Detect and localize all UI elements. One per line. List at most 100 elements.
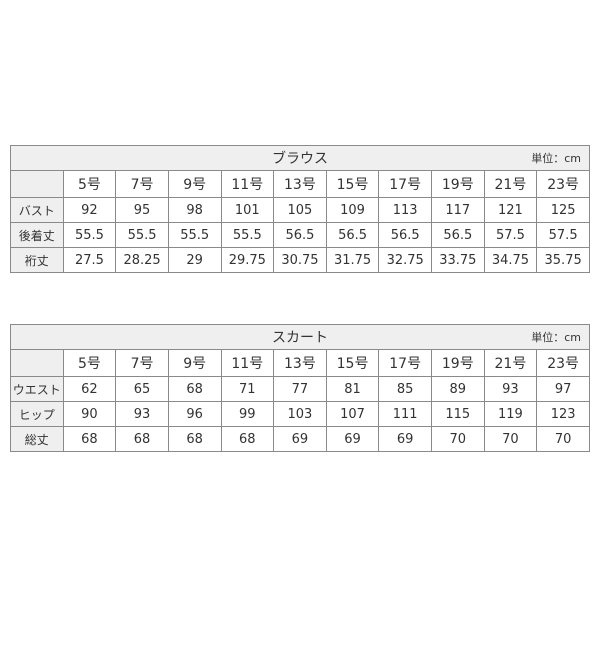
table-cell: 65 — [115, 376, 169, 402]
corner-cell — [10, 349, 64, 377]
size-header: 21号 — [483, 349, 538, 377]
table-title: ブラウス — [272, 151, 328, 167]
table-cell: 105 — [273, 197, 327, 223]
table-cell: 56.5 — [378, 222, 432, 248]
table-cell: 68 — [220, 426, 275, 452]
table-cell: 57.5 — [483, 222, 538, 248]
table-cell: 103 — [273, 401, 327, 427]
skirt-size-table: スカート 単位：cm 5号 7号 9号 11号 13号 15号 17号 19号 21号 23号 ウエスト… — [10, 324, 590, 452]
table-cell: 70 — [536, 426, 590, 452]
size-header: 23号 — [536, 349, 590, 377]
size-header: 15号 — [325, 349, 380, 377]
table-cell: 92 — [62, 197, 117, 223]
table-cell: 85 — [378, 376, 432, 402]
table-cell: 68 — [167, 376, 222, 402]
table-cell: 31.75 — [325, 247, 380, 273]
size-header: 17号 — [378, 349, 432, 377]
table-cell: 55.5 — [115, 222, 169, 248]
table-cell: 27.5 — [62, 247, 117, 273]
table-cell: 101 — [220, 197, 275, 223]
title-row: スカート 単位：cm — [10, 324, 590, 350]
size-header-row: 5号 7号 9号 11号 13号 15号 17号 19号 21号 23号 — [10, 170, 590, 198]
unit-label: 単位：cm — [531, 152, 581, 165]
table-title-cell: スカート 単位：cm — [10, 324, 590, 350]
table-cell: 29 — [167, 247, 222, 273]
size-header: 7号 — [115, 349, 169, 377]
row-label: ヒップ — [10, 401, 64, 427]
size-header: 13号 — [273, 170, 327, 198]
table-cell: 90 — [62, 401, 117, 427]
table-cell: 95 — [115, 197, 169, 223]
unit-label: 単位：cm — [531, 331, 581, 344]
table-cell: 55.5 — [220, 222, 275, 248]
row-label: バスト — [10, 197, 64, 223]
table-cell: 70 — [483, 426, 538, 452]
table-cell: 97 — [536, 376, 590, 402]
table-cell: 29.75 — [220, 247, 275, 273]
table-cell: 69 — [325, 426, 380, 452]
table-cell: 68 — [62, 426, 117, 452]
table-cell: 62 — [62, 376, 117, 402]
table-cell: 93 — [483, 376, 538, 402]
table-cell: 98 — [167, 197, 222, 223]
table-cell: 56.5 — [273, 222, 327, 248]
size-header: 5号 — [62, 349, 117, 377]
table-cell: 35.75 — [536, 247, 590, 273]
table-cell: 30.75 — [273, 247, 327, 273]
table-cell: 93 — [115, 401, 169, 427]
size-header: 7号 — [115, 170, 169, 198]
row-label: 後着丈 — [10, 222, 64, 248]
table-row: ウエスト 62 65 68 71 77 81 85 89 93 97 — [10, 376, 590, 402]
blouse-size-table: ブラウス 単位：cm 5号 7号 9号 11号 13号 15号 17号 19号 21号 23号 バスト 9… — [10, 145, 590, 273]
table-cell: 113 — [378, 197, 432, 223]
row-label: 総丈 — [10, 426, 64, 452]
table-cell: 81 — [325, 376, 380, 402]
table-cell: 56.5 — [431, 222, 485, 248]
size-header: 5号 — [62, 170, 117, 198]
table-cell: 107 — [325, 401, 380, 427]
table-row: バスト 92 95 98 101 105 109 113 117 121 125 — [10, 197, 590, 223]
size-header: 13号 — [273, 349, 327, 377]
table-cell: 34.75 — [483, 247, 538, 273]
table-cell: 89 — [431, 376, 485, 402]
size-header: 21号 — [483, 170, 538, 198]
table-cell: 56.5 — [325, 222, 380, 248]
table-row: ヒップ 90 93 96 99 103 107 111 115 119 123 — [10, 401, 590, 427]
table-cell: 117 — [431, 197, 485, 223]
table-cell: 115 — [431, 401, 485, 427]
table-cell: 32.75 — [378, 247, 432, 273]
table-cell: 109 — [325, 197, 380, 223]
table-cell: 69 — [378, 426, 432, 452]
table-row: 後着丈 55.5 55.5 55.5 55.5 56.5 56.5 56.5 56.5 57.5 5… — [10, 222, 590, 248]
table-cell: 119 — [483, 401, 538, 427]
size-header: 11号 — [220, 170, 275, 198]
size-header: 19号 — [431, 170, 485, 198]
table-cell: 123 — [536, 401, 590, 427]
table-cell: 70 — [431, 426, 485, 452]
table-cell: 77 — [273, 376, 327, 402]
table-title: スカート — [272, 330, 328, 346]
table-cell: 111 — [378, 401, 432, 427]
title-row: ブラウス 単位：cm — [10, 145, 590, 171]
table-row: 裄丈 27.5 28.25 29 29.75 30.75 31.75 32.75 33.75 34… — [10, 247, 590, 273]
size-header: 9号 — [167, 170, 222, 198]
table-cell: 125 — [536, 197, 590, 223]
size-header-row: 5号 7号 9号 11号 13号 15号 17号 19号 21号 23号 — [10, 349, 590, 377]
row-label: 裄丈 — [10, 247, 64, 273]
size-header: 15号 — [325, 170, 380, 198]
table-cell: 121 — [483, 197, 538, 223]
table-cell: 33.75 — [431, 247, 485, 273]
size-header: 17号 — [378, 170, 432, 198]
table-cell: 28.25 — [115, 247, 169, 273]
table-cell: 68 — [115, 426, 169, 452]
table-cell: 55.5 — [167, 222, 222, 248]
table-cell: 71 — [220, 376, 275, 402]
table-row: 総丈 68 68 68 68 69 69 69 70 70 70 — [10, 426, 590, 452]
size-header: 23号 — [536, 170, 590, 198]
size-header: 19号 — [431, 349, 485, 377]
table-cell: 57.5 — [536, 222, 590, 248]
table-title-cell: ブラウス 単位：cm — [10, 145, 590, 171]
table-cell: 69 — [273, 426, 327, 452]
table-cell: 96 — [167, 401, 222, 427]
table-cell: 68 — [167, 426, 222, 452]
